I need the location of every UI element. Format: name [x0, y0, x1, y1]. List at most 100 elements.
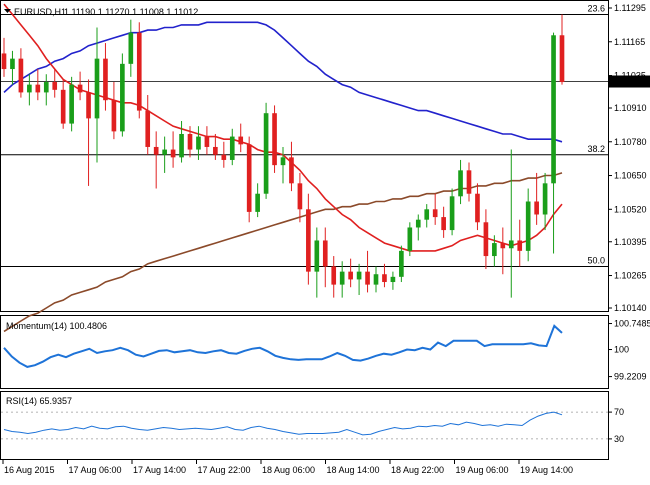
candle-up — [415, 219, 421, 228]
candle-up — [399, 250, 404, 277]
candle-up — [69, 84, 74, 124]
candle-up — [179, 133, 184, 158]
candle-down — [534, 201, 539, 215]
momentum-panel-frame — [0, 315, 609, 389]
momentum-tick-label: 100 — [614, 345, 629, 355]
candle-down — [145, 110, 151, 147]
candle-down — [18, 58, 24, 93]
rsi-panel-frame — [0, 391, 609, 460]
candle-down — [272, 113, 277, 166]
last-price-label: 1.11012 — [611, 77, 643, 87]
candle-down — [238, 136, 244, 145]
candle-down — [382, 274, 387, 283]
candle-down — [213, 146, 218, 155]
momentum-indicator: 100.7485 100 99.2209 — [3, 319, 650, 382]
time-tick-label: 18 Aug 22:00 — [391, 465, 444, 475]
price-tick-label: 1.10265 — [614, 271, 647, 281]
price-axis: 1.112951.111651.110351.109101.107801.106… — [608, 3, 650, 313]
candle-up — [449, 196, 455, 231]
symbol-dropdown-icon[interactable] — [4, 9, 11, 13]
symbol-label: EURUSD,H1 — [14, 7, 66, 17]
candle-down — [77, 84, 83, 93]
candle-up — [120, 63, 125, 132]
candle-down — [331, 266, 337, 285]
candle-up — [314, 240, 320, 272]
candle-down — [483, 222, 489, 257]
candle-up — [356, 271, 362, 280]
candle-down — [153, 146, 159, 155]
rsi-line — [3, 411, 563, 436]
rsi-tick-label: 30 — [614, 434, 624, 444]
time-tick-label: 17 Aug 14:00 — [133, 465, 186, 475]
time-tick-label: 16 Aug 2015 — [4, 465, 55, 475]
candle-down — [111, 100, 117, 132]
candle-up — [162, 149, 167, 155]
time-axis: 16 Aug 2015 17 Aug 06:00 17 Aug 14:00 17 Au… — [2, 459, 573, 475]
momentum-line — [3, 324, 563, 368]
time-tick-label: 18 Aug 06:00 — [262, 465, 315, 475]
candle-down — [466, 170, 472, 194]
candle-down — [475, 193, 480, 223]
time-tick-label: 17 Aug 06:00 — [69, 465, 122, 475]
candle-down — [500, 243, 506, 249]
time-tick-label: 19 Aug 14:00 — [520, 465, 573, 475]
candle-up — [10, 58, 15, 70]
candle-up — [196, 136, 201, 150]
momentum-tick-label: 100.7485 — [614, 319, 650, 329]
momentum-tick-label: 99.2209 — [614, 372, 647, 382]
candle-down — [365, 271, 370, 285]
fib-label: 23.6 — [587, 3, 605, 13]
candle-up — [94, 58, 100, 119]
ma-mid-line — [3, 21, 563, 143]
candle-down — [306, 209, 311, 272]
candle-down — [103, 58, 108, 101]
candle-down — [297, 183, 303, 210]
candlesticks — [1, 14, 565, 298]
candle-up — [43, 82, 49, 93]
candle-down — [60, 89, 66, 124]
price-panel-frame — [0, 0, 609, 312]
fib-label: 50.0 — [587, 255, 605, 265]
candle-down — [1, 53, 7, 70]
price-tick-label: 1.10520 — [614, 204, 647, 214]
fib-label: 38.2 — [587, 144, 605, 154]
candle-down — [517, 240, 523, 251]
last-price-tag — [609, 75, 650, 88]
candle-up — [542, 183, 548, 215]
candle-up — [407, 227, 413, 251]
candle-down — [322, 240, 328, 267]
time-tick-label: 19 Aug 06:00 — [456, 465, 509, 475]
momentum-label: Momentum(14) 100.4806 — [6, 321, 107, 331]
candle-down — [348, 271, 353, 280]
candle-down — [559, 35, 565, 83]
candle-down — [289, 157, 294, 184]
candle-up — [424, 209, 430, 220]
candle-down — [136, 32, 142, 111]
price-tick-label: 1.11165 — [614, 37, 645, 47]
candle-down — [52, 82, 58, 90]
price-tick-label: 1.10650 — [614, 171, 647, 181]
candle-down — [246, 144, 252, 212]
rsi-indicator: 70 30 — [1, 407, 624, 444]
rsi-tick-label: 70 — [614, 407, 624, 417]
fibonacci-levels: 23.6 38.2 50.0 — [1, 3, 608, 267]
candle-up — [508, 240, 514, 249]
candle-down — [187, 133, 193, 150]
price-tick-label: 1.11295 — [614, 3, 646, 13]
candle-up — [280, 157, 286, 166]
candle-down — [432, 209, 438, 218]
candle-down — [204, 136, 210, 147]
candle-up — [551, 35, 556, 184]
candle-down — [170, 149, 176, 158]
candle-up — [263, 113, 269, 194]
candle-down — [221, 154, 227, 160]
candle-up — [27, 84, 32, 93]
price-tick-label: 1.10140 — [614, 303, 647, 313]
candle-down — [441, 217, 446, 231]
price-tick-label: 1.10910 — [614, 103, 647, 113]
candle-down — [35, 84, 41, 93]
candle-up — [373, 274, 379, 285]
candle-up — [458, 170, 463, 197]
